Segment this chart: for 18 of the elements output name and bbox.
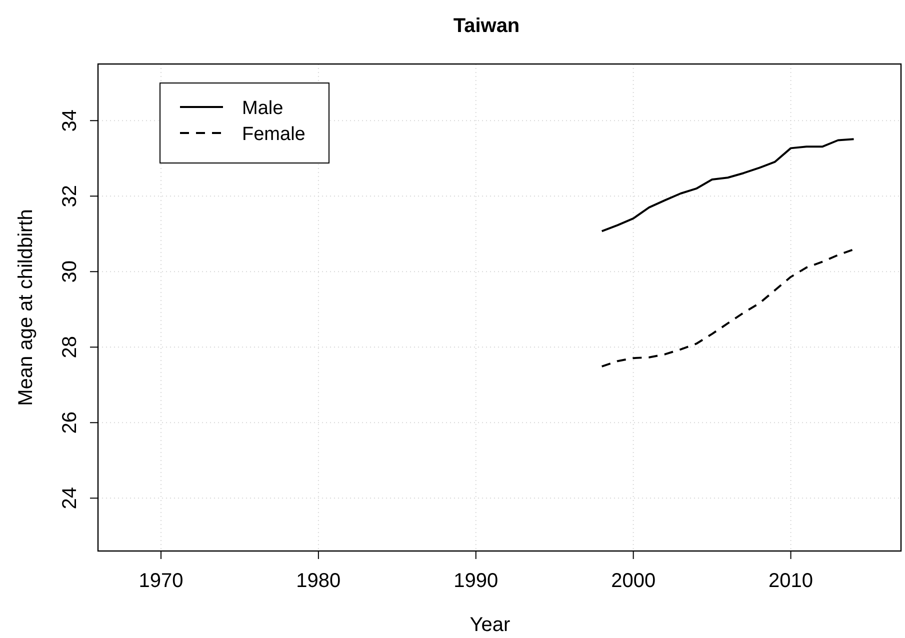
line-series — [600, 138, 855, 232]
legend-label: Male — [242, 98, 284, 119]
x-tick-label: 1980 — [296, 570, 341, 592]
x-tick-label: 1970 — [138, 570, 184, 592]
line-series — [600, 248, 855, 368]
y-tick-label: 28 — [59, 336, 81, 358]
y-tick-label: 32 — [59, 185, 81, 208]
x-tick-label: 2000 — [611, 570, 656, 592]
x-tick-label: 2010 — [768, 570, 814, 592]
y-tick-label: 30 — [59, 260, 81, 283]
legend-label: Female — [242, 124, 306, 145]
y-tick-label: 26 — [59, 412, 81, 434]
chart-title: Taiwan — [453, 15, 520, 37]
y-tick-label: 24 — [59, 487, 81, 510]
x-axis-title: Year — [470, 614, 511, 636]
y-axis-title: Mean age at childbirth — [15, 209, 37, 406]
x-tick-label: 1990 — [454, 570, 498, 592]
y-tick-label: 34 — [59, 110, 81, 132]
